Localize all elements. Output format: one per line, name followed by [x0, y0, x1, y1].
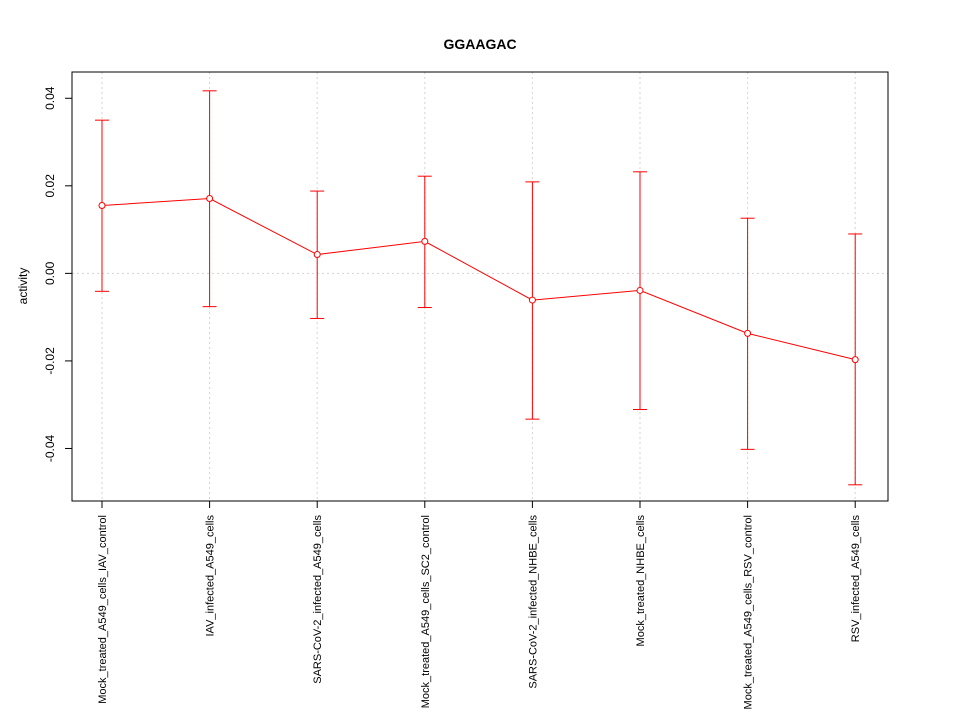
series-line	[95, 90, 863, 486]
grid	[72, 72, 888, 501]
x-tick-label: IAV_infected_A549_cells	[205, 515, 217, 637]
series-polyline	[101, 198, 856, 361]
x-axis: Mock_treated_A549_cells_IAV_control IAV_i…	[97, 500, 862, 709]
y-axis: 0.04 0.02 0.00 -0.02 -0.04	[43, 86, 72, 462]
x-tick-label: Mock_treated_A549_cells_RSV_control	[743, 515, 755, 709]
x-tick-label: SARS-CoV-2_infected_A549_cells	[312, 515, 324, 684]
data-point	[313, 251, 321, 259]
plot-frame	[71, 71, 889, 502]
y-tick-label: 0.00	[43, 261, 57, 285]
data-point	[98, 202, 106, 210]
y-tick-label: 0.02	[43, 174, 57, 198]
x-tick-label: SARS-CoV-2_infected_NHBE_cells	[527, 515, 539, 689]
data-point	[421, 237, 429, 245]
data-point	[206, 195, 214, 203]
data-point	[851, 356, 859, 364]
x-tick-label: RSV_infected_A549_cells	[850, 515, 862, 643]
y-tick-label: -0.04	[43, 434, 57, 462]
x-tick-label: Mock_treated_A549_cells_IAV_control	[97, 515, 109, 704]
x-tick-label: Mock_treated_A549_cells_SC2_control	[420, 515, 432, 708]
y-axis-label: activity	[16, 268, 30, 305]
y-tick-label: 0.04	[43, 86, 57, 110]
x-tick-label: Mock_treated_NHBE_cells	[635, 515, 647, 647]
chart-title: GGAAGAC	[443, 36, 516, 52]
y-tick-label: -0.02	[43, 347, 57, 375]
data-point	[528, 296, 536, 304]
data-point	[744, 329, 752, 337]
data-point	[636, 286, 644, 294]
